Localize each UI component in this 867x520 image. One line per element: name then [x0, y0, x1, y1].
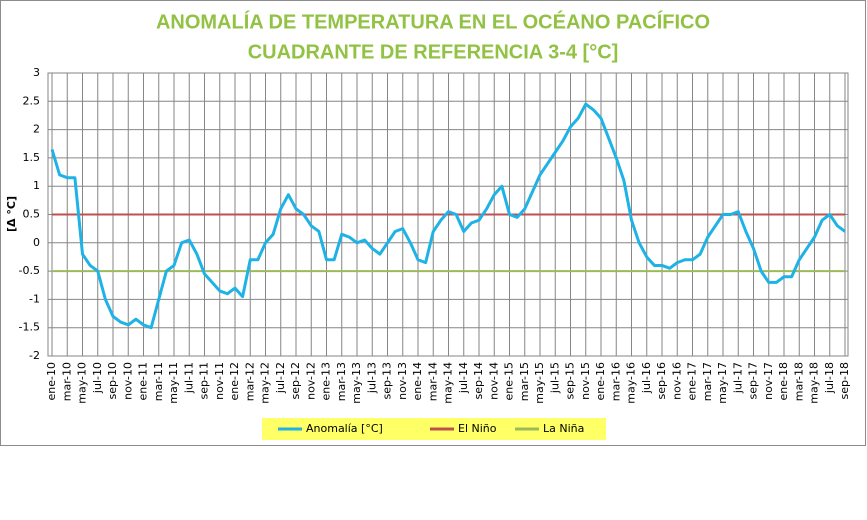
x-tick-label: mar-10: [60, 362, 73, 401]
x-tick-label: sep-15: [564, 362, 577, 399]
x-tick-label: jul-11: [182, 362, 195, 394]
x-tick-label: may-13: [350, 362, 363, 404]
x-tick-label: mar-16: [609, 362, 622, 401]
y-axis-label: [Δ °C]: [5, 196, 18, 232]
y-tick-label: 2.5: [23, 94, 41, 107]
x-tick-label: sep-13: [381, 362, 394, 399]
x-tick-label: ene-18: [777, 362, 790, 400]
x-tick-label: mar-12: [243, 362, 256, 401]
x-tick-label: nov-14: [487, 362, 500, 400]
x-tick-label: jul-14: [457, 362, 470, 394]
x-tick-label: jul-12: [274, 362, 287, 394]
x-tick-label: nov-11: [213, 362, 226, 400]
x-tick-label: may-11: [167, 362, 180, 404]
legend-label: Anomalía [°C]: [306, 422, 383, 435]
y-tick-label: -0.5: [19, 264, 40, 277]
y-tick-label: -1.5: [19, 321, 40, 334]
y-tick-label: 2: [33, 123, 40, 136]
y-tick-label: 1.5: [23, 151, 41, 164]
x-tick-label: may-15: [533, 362, 546, 404]
x-tick-label: sep-14: [472, 362, 485, 399]
x-tick-label: nov-10: [121, 362, 134, 400]
x-tick-label: sep-16: [655, 362, 668, 399]
legend-label: La Niña: [543, 422, 584, 435]
x-tick-label: nov-13: [396, 362, 409, 400]
x-tick-label: sep-18: [838, 362, 851, 399]
x-tick-label: sep-11: [198, 362, 211, 399]
y-tick-label: 0: [33, 236, 40, 249]
x-tick-label: mar-14: [426, 362, 439, 401]
x-tick-label: mar-13: [335, 362, 348, 401]
x-tick-label: ene-16: [594, 362, 607, 400]
y-tick-label: 0.5: [23, 208, 41, 221]
x-tick-label: may-16: [625, 362, 638, 404]
x-tick-label: may-17: [716, 362, 729, 404]
y-tick-label: -1: [29, 292, 40, 305]
y-tick-label: -2: [29, 349, 40, 362]
x-tick-label: ene-15: [503, 362, 516, 400]
x-tick-label: ene-11: [137, 362, 150, 400]
x-tick-label: may-10: [76, 362, 89, 404]
x-tick-label: mar-15: [518, 362, 531, 401]
x-tick-label: mar-11: [152, 362, 165, 401]
y-tick-label: 1: [33, 179, 40, 192]
x-tick-label: jul-17: [731, 362, 744, 394]
x-tick-label: ene-10: [45, 362, 58, 400]
x-tick-label: mar-17: [701, 362, 714, 401]
x-tick-label: mar-18: [792, 362, 805, 401]
x-tick-label: may-14: [442, 362, 455, 404]
x-tick-label: may-12: [259, 362, 272, 404]
x-tick-label: nov-12: [304, 362, 317, 400]
x-tick-label: sep-17: [747, 362, 760, 399]
x-tick-label: nov-15: [579, 362, 592, 400]
chart-subtitle: CUADRANTE DE REFERENCIA 3-4 [°C]: [248, 41, 619, 63]
x-tick-label: may-18: [808, 362, 821, 404]
series-line: [50, 102, 846, 330]
x-tick-label: jul-18: [823, 362, 836, 394]
x-tick-label: ene-14: [411, 362, 424, 400]
x-tick-label: nov-16: [670, 362, 683, 400]
chart-title: ANOMALÍA DE TEMPERATURA EN EL OCÉANO PAC…: [156, 10, 710, 33]
legend-label: El Niño: [458, 422, 497, 435]
y-tick-label: 3: [33, 66, 40, 79]
x-tick-label: jul-10: [91, 362, 104, 394]
x-tick-label: sep-12: [289, 362, 302, 399]
x-tick-label: ene-12: [228, 362, 241, 400]
x-tick-label: jul-16: [640, 362, 653, 394]
x-tick-label: jul-13: [365, 362, 378, 394]
x-tick-label: sep-10: [106, 362, 119, 399]
x-tick-label: jul-15: [548, 362, 561, 394]
x-tick-label: ene-13: [320, 362, 333, 400]
x-tick-label: ene-17: [686, 362, 699, 400]
x-tick-label: nov-17: [762, 362, 775, 400]
